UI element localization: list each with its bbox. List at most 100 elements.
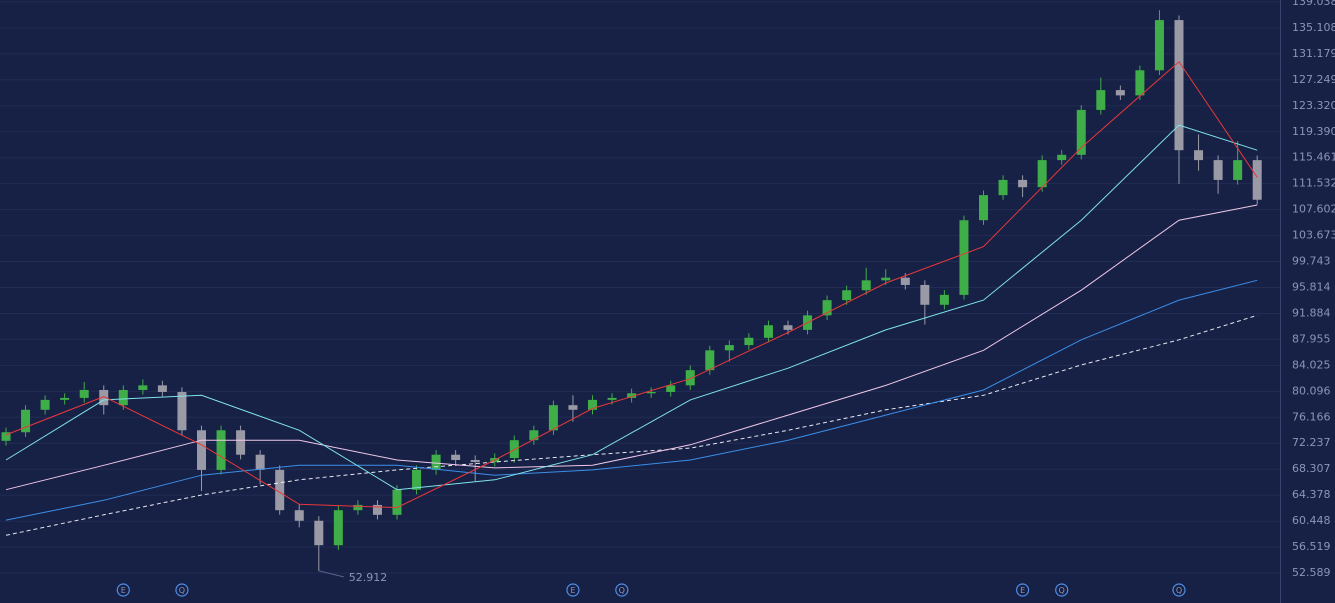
candle-body xyxy=(1252,160,1262,200)
event-marker xyxy=(566,583,580,597)
candle-body xyxy=(353,504,363,511)
y-tick-label: 99.743 xyxy=(1292,255,1331,268)
candle-body xyxy=(1213,160,1223,180)
candle-body xyxy=(881,277,891,281)
candle-body xyxy=(40,399,50,410)
candle-body xyxy=(744,337,754,346)
candle-body xyxy=(275,469,285,511)
candle-body xyxy=(568,405,578,410)
candle-body xyxy=(646,391,656,394)
candle-body xyxy=(177,391,187,431)
event-marker xyxy=(1055,583,1069,597)
candle-body xyxy=(1,432,11,441)
low-marker-line xyxy=(318,570,344,578)
y-tick-label: 91.884 xyxy=(1292,306,1331,319)
candle-body xyxy=(1096,90,1106,110)
candle-body xyxy=(548,405,558,431)
candle-body xyxy=(431,454,441,470)
y-tick-label: 131.179 xyxy=(1292,47,1335,60)
candle-body xyxy=(412,469,422,490)
candle-body xyxy=(939,294,949,305)
event-label: Q xyxy=(619,586,625,595)
y-tick-label: 68.307 xyxy=(1292,462,1331,475)
event-label: E xyxy=(1020,586,1025,595)
candle-body xyxy=(842,290,852,301)
low-label: 52.912 xyxy=(349,571,388,584)
candle-body xyxy=(470,459,480,462)
y-tick-label: 107.602 xyxy=(1292,203,1335,216)
candle-body xyxy=(21,409,31,433)
y-tick-label: 72.237 xyxy=(1292,436,1331,449)
moving-average-line xyxy=(5,124,1258,491)
event-label: Q xyxy=(1059,586,1065,595)
y-tick-label: 123.320 xyxy=(1292,99,1335,112)
candle-body xyxy=(822,300,832,316)
moving-average-line xyxy=(5,314,1258,536)
candle-body xyxy=(529,430,539,441)
candle-body xyxy=(685,370,695,386)
candle-body xyxy=(197,430,206,470)
candle-body xyxy=(763,325,773,338)
y-tick-label: 115.461 xyxy=(1292,151,1335,164)
y-tick-label: 60.448 xyxy=(1292,514,1331,527)
candle-body xyxy=(920,284,930,305)
event-label: Q xyxy=(1176,586,1182,595)
candle-body xyxy=(627,393,637,398)
event-marker xyxy=(1172,583,1186,597)
y-tick-label: 95.814 xyxy=(1292,281,1331,294)
candle-body xyxy=(236,430,246,455)
moving-average-line xyxy=(5,60,1258,509)
candle-body xyxy=(372,504,382,515)
y-tick-label: 139.038 xyxy=(1292,0,1335,8)
candle-body xyxy=(1115,90,1125,96)
y-tick-label: 87.955 xyxy=(1292,332,1331,345)
candle-body xyxy=(118,389,128,406)
moving-average-line xyxy=(5,279,1258,521)
candle-body xyxy=(1233,160,1243,180)
candle-body xyxy=(392,489,402,515)
moving-average-line xyxy=(5,204,1258,491)
candle-body xyxy=(1194,150,1204,161)
candle-body xyxy=(1018,179,1028,188)
candle-body xyxy=(705,350,715,371)
y-tick-label: 56.519 xyxy=(1292,540,1331,553)
y-tick-label: 64.378 xyxy=(1292,488,1331,501)
event-marker xyxy=(175,583,189,597)
candle-body xyxy=(60,397,70,400)
y-tick-label: 84.025 xyxy=(1292,358,1331,371)
event-marker xyxy=(1015,583,1030,597)
candle-body xyxy=(998,179,1008,196)
candle-body xyxy=(314,520,324,546)
candle-body xyxy=(607,397,617,400)
candle-body xyxy=(451,454,461,460)
candle-body xyxy=(1135,70,1145,96)
candle-body xyxy=(157,385,167,392)
candle-body xyxy=(959,220,969,295)
candle-body xyxy=(724,345,734,351)
candle-body xyxy=(900,277,910,285)
candle-body xyxy=(1057,154,1067,161)
candle-body xyxy=(1076,109,1086,155)
event-label: E xyxy=(121,586,126,595)
candle-body xyxy=(861,280,871,291)
y-tick-label: 103.673 xyxy=(1292,229,1335,242)
candle-body xyxy=(79,389,89,398)
candle-body xyxy=(509,440,519,459)
event-marker xyxy=(615,583,629,597)
candle-body xyxy=(1037,160,1047,188)
candle-body xyxy=(99,389,109,406)
candle-body xyxy=(333,510,343,546)
candle-body xyxy=(216,430,226,470)
candle-body xyxy=(138,385,148,390)
candle-body xyxy=(294,510,304,521)
candle-body xyxy=(783,325,793,330)
y-tick-label: 76.166 xyxy=(1292,410,1331,423)
y-tick-label: 119.390 xyxy=(1292,125,1335,138)
y-tick-label: 80.096 xyxy=(1292,384,1331,397)
y-tick-label: 52.589 xyxy=(1292,566,1331,579)
event-label: Q xyxy=(179,586,185,595)
candle-body xyxy=(1174,20,1184,151)
